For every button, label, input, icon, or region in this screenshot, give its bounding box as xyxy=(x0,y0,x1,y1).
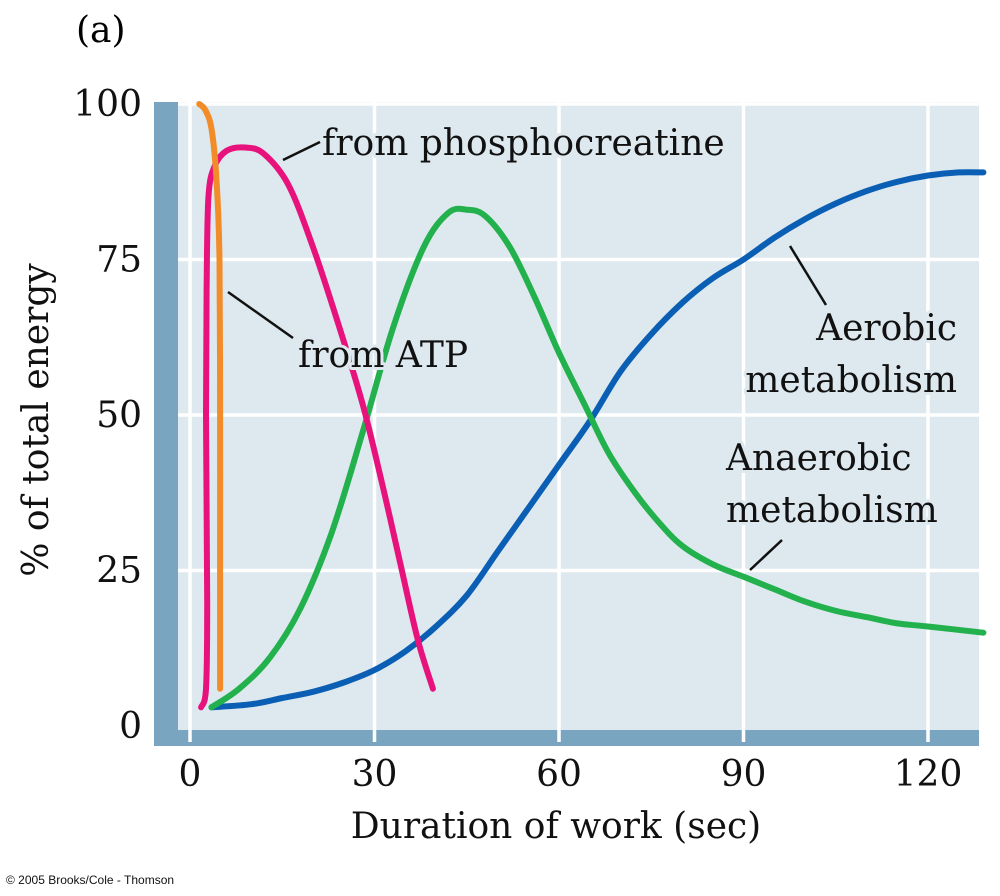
y-tick-label: 0 xyxy=(119,706,142,747)
panel-label: (a) xyxy=(76,10,126,51)
x-axis-band xyxy=(154,730,979,746)
y-tick-labels: 0 25 50 75 100 xyxy=(73,84,142,747)
phosphocreatine-leader-line xyxy=(282,140,321,162)
y-axis-title: % of total energy xyxy=(16,263,57,577)
y-axis-band xyxy=(154,102,178,742)
x-tick-label: 60 xyxy=(536,754,582,795)
y-tick-label: 100 xyxy=(73,84,142,125)
annotation-aerobic-line1: Aerobic xyxy=(815,308,957,349)
plot-area xyxy=(154,102,979,742)
annotation-anaerobic-line1: Anaerobic xyxy=(725,438,912,479)
aerobic-leader-line xyxy=(788,245,828,306)
series-line-from-phosphocreatine xyxy=(198,144,436,711)
x-tick-label: 0 xyxy=(179,754,202,795)
x-tick-label: 120 xyxy=(894,754,963,795)
y-tick-label: 25 xyxy=(96,551,142,592)
y-tick-label: 75 xyxy=(96,240,142,281)
annotation-phosphocreatine: from phosphocreatine xyxy=(322,123,725,164)
series-lines xyxy=(196,101,987,711)
series-line-anaerobic-metabolism xyxy=(208,205,987,711)
x-tick-label: 30 xyxy=(352,754,398,795)
annotation-aerobic-line2: metabolism xyxy=(745,360,957,401)
series-line-aerobic-metabolism xyxy=(208,169,987,711)
annotation-anaerobic-line2: metabolism xyxy=(726,490,938,531)
x-tick-label: 90 xyxy=(721,754,767,795)
anaerobic-leader-line xyxy=(749,539,783,571)
series-line-from-atp xyxy=(196,101,224,692)
annotation-atp: from ATP xyxy=(298,335,468,376)
x-tick-labels: 0 30 60 90 120 xyxy=(179,754,963,795)
grid-lines xyxy=(178,102,979,742)
atp-leader-line xyxy=(227,290,294,340)
y-tick-label: 50 xyxy=(96,395,142,436)
x-axis-title: Duration of work (sec) xyxy=(351,806,761,847)
copyright-notice: © 2005 Brooks/Cole - Thomson xyxy=(6,873,174,887)
